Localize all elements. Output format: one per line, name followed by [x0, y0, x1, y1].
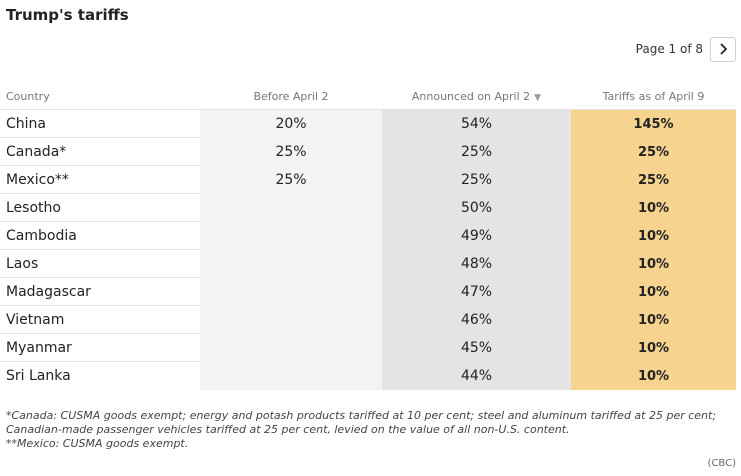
footnote-line: **Mexico: CUSMA goods exempt. — [6, 437, 189, 450]
cell-country: Laos — [0, 250, 200, 278]
cell-asof: 10% — [571, 306, 736, 334]
column-header-announced-label: Announced on April 2 — [411, 90, 531, 103]
column-header-country[interactable]: Country — [6, 90, 50, 103]
cell-announced: 48% — [382, 250, 571, 278]
cell-country: Lesotho — [0, 194, 200, 222]
source-credit: (CBC) — [707, 458, 736, 469]
table-row: Laos 48% 10% — [0, 250, 736, 278]
cell-country: Cambodia — [0, 222, 200, 250]
next-page-button[interactable] — [710, 36, 736, 62]
cell-announced: 47% — [382, 278, 571, 306]
cell-asof: 10% — [571, 250, 736, 278]
cell-before — [200, 334, 382, 362]
cell-asof: 145% — [571, 110, 736, 138]
cell-announced: 50% — [382, 194, 571, 222]
cell-before — [200, 194, 382, 222]
cell-country: China — [0, 110, 200, 138]
cell-asof: 25% — [571, 138, 736, 166]
table-row: Mexico** 25% 25% 25% — [0, 166, 736, 194]
table-header: Country Before April 2 Announced on Apri… — [0, 84, 736, 110]
table-row: Madagascar 47% 10% — [0, 278, 736, 306]
cell-asof: 10% — [571, 194, 736, 222]
footnote-line: *Canada: CUSMA goods exempt; energy and … — [6, 409, 717, 422]
page-indicator: Page 1 of 8 — [635, 42, 703, 56]
cell-announced: 46% — [382, 306, 571, 334]
cell-before — [200, 222, 382, 250]
cell-asof: 10% — [571, 278, 736, 306]
table-body: China 20% 54% 145% Canada* 25% 25% 25% Mexico** 2… — [0, 110, 736, 390]
cell-before: 20% — [200, 110, 382, 138]
cell-country: Mexico** — [0, 166, 200, 194]
table-row: Sri Lanka 44% 10% — [0, 362, 736, 390]
cell-country: Sri Lanka — [6, 368, 71, 384]
cell-before — [200, 362, 382, 390]
cell-announced: 54% — [382, 110, 571, 138]
cell-announced: 44% — [382, 362, 571, 390]
table-row: Vietnam 46% 10% — [0, 306, 736, 334]
cell-before: 25% — [200, 138, 382, 166]
table-row: Lesotho 50% 10% — [0, 194, 736, 222]
footnote-line: Canadian-made passenger vehicles tariffe… — [6, 423, 570, 436]
table-row: Cambodia 49% 10% — [0, 222, 736, 250]
cell-country: Canada* — [0, 138, 200, 166]
cell-announced: 49% — [382, 222, 571, 250]
cell-announced: 25% — [382, 138, 571, 166]
cell-announced: 45% — [382, 334, 571, 362]
column-header-announced[interactable]: Announced on April 2 ▼ — [382, 90, 571, 103]
footnotes: *Canada: CUSMA goods exempt; energy and … — [6, 409, 734, 451]
pagination: Page 1 of 8 — [636, 36, 736, 62]
column-header-asof[interactable]: Tariffs as of April 9 — [602, 90, 705, 103]
cell-asof: 10% — [571, 362, 736, 390]
chevron-right-icon — [720, 43, 728, 55]
cell-country: Myanmar — [0, 334, 200, 362]
sort-desc-icon: ▼ — [534, 93, 542, 103]
cell-country: Madagascar — [0, 278, 200, 306]
table-row: Myanmar 45% 10% — [0, 334, 736, 362]
cell-asof: 10% — [571, 222, 736, 250]
cell-asof: 10% — [571, 334, 736, 362]
column-header-before[interactable]: Before April 2 — [253, 90, 329, 103]
cell-before — [200, 306, 382, 334]
cell-before — [200, 278, 382, 306]
cell-before: 25% — [200, 166, 382, 194]
chart-title: Trump's tariffs — [6, 6, 129, 24]
table-row: Canada* 25% 25% 25% — [0, 138, 736, 166]
cell-country: Vietnam — [0, 306, 200, 334]
cell-asof: 25% — [571, 166, 736, 194]
cell-announced: 25% — [382, 166, 571, 194]
table-row: China 20% 54% 145% — [0, 110, 736, 138]
cell-before — [200, 250, 382, 278]
tariff-table: Country Before April 2 Announced on Apri… — [0, 84, 736, 390]
